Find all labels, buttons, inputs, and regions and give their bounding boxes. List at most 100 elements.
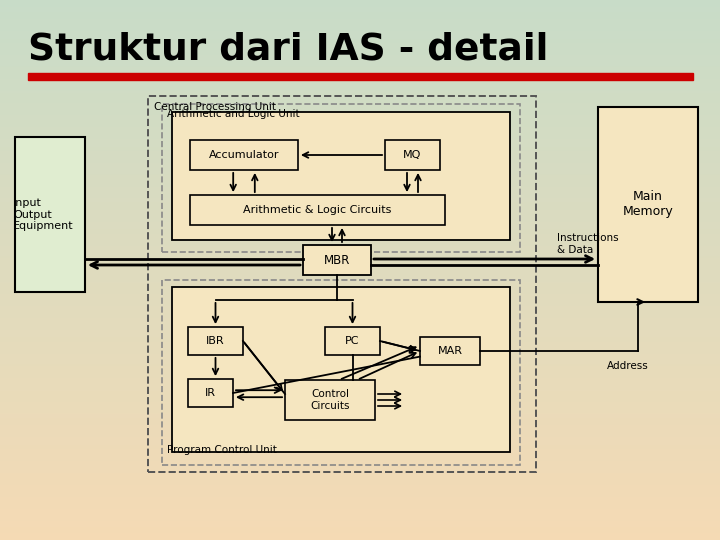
Bar bbox=[0, 179, 720, 180]
Bar bbox=[0, 188, 720, 189]
Bar bbox=[0, 263, 720, 264]
Bar bbox=[0, 537, 720, 538]
Bar bbox=[0, 250, 720, 251]
Bar bbox=[0, 224, 720, 225]
Bar bbox=[0, 135, 720, 136]
Bar bbox=[0, 285, 720, 286]
Bar bbox=[0, 244, 720, 245]
Bar bbox=[0, 343, 720, 344]
Bar bbox=[0, 292, 720, 293]
Bar bbox=[0, 363, 720, 364]
Bar bbox=[0, 37, 720, 38]
Bar bbox=[0, 357, 720, 358]
Bar bbox=[0, 457, 720, 458]
Bar bbox=[0, 84, 720, 85]
Bar bbox=[0, 10, 720, 11]
Bar bbox=[0, 469, 720, 470]
Bar bbox=[0, 87, 720, 88]
Bar bbox=[0, 466, 720, 467]
Bar bbox=[0, 196, 720, 197]
Bar bbox=[0, 94, 720, 95]
Bar bbox=[0, 5, 720, 6]
Bar bbox=[0, 103, 720, 104]
Bar bbox=[0, 485, 720, 486]
Bar bbox=[0, 14, 720, 15]
Bar bbox=[0, 539, 720, 540]
Bar bbox=[0, 442, 720, 443]
Bar bbox=[0, 51, 720, 52]
Bar bbox=[0, 338, 720, 339]
Bar bbox=[0, 486, 720, 487]
Bar bbox=[0, 191, 720, 192]
Bar bbox=[0, 207, 720, 208]
Bar bbox=[0, 476, 720, 477]
Bar bbox=[0, 495, 720, 496]
Bar bbox=[0, 271, 720, 272]
Bar bbox=[0, 240, 720, 241]
Bar bbox=[0, 365, 720, 366]
Bar bbox=[0, 199, 720, 200]
Bar bbox=[0, 481, 720, 482]
Bar bbox=[0, 215, 720, 216]
Bar bbox=[0, 92, 720, 93]
Bar bbox=[162, 280, 520, 465]
Bar bbox=[0, 120, 720, 121]
Bar bbox=[0, 439, 720, 440]
Bar bbox=[0, 81, 720, 82]
Bar bbox=[0, 312, 720, 313]
Bar bbox=[0, 247, 720, 248]
Bar bbox=[0, 189, 720, 190]
Bar bbox=[0, 313, 720, 314]
Bar bbox=[0, 340, 720, 341]
Bar bbox=[0, 465, 720, 466]
Bar bbox=[0, 349, 720, 350]
Bar bbox=[0, 171, 720, 172]
Bar bbox=[0, 420, 720, 421]
Bar bbox=[0, 324, 720, 325]
Bar bbox=[0, 453, 720, 454]
Bar bbox=[0, 228, 720, 229]
Bar bbox=[0, 50, 720, 51]
Bar bbox=[0, 116, 720, 117]
Bar bbox=[0, 470, 720, 471]
Bar bbox=[0, 52, 720, 53]
Bar bbox=[0, 337, 720, 338]
Bar bbox=[0, 516, 720, 517]
Bar bbox=[0, 354, 720, 355]
Bar bbox=[0, 204, 720, 205]
Bar bbox=[0, 301, 720, 302]
Text: MQ: MQ bbox=[403, 150, 422, 160]
Bar bbox=[0, 19, 720, 20]
Bar bbox=[0, 111, 720, 112]
Bar bbox=[385, 140, 440, 170]
Bar bbox=[0, 172, 720, 173]
Bar bbox=[0, 21, 720, 22]
Bar bbox=[0, 482, 720, 483]
Bar bbox=[0, 33, 720, 34]
Bar bbox=[0, 276, 720, 277]
Bar bbox=[0, 202, 720, 203]
Bar bbox=[0, 418, 720, 419]
Bar bbox=[0, 175, 720, 176]
Bar bbox=[0, 62, 720, 63]
Bar bbox=[0, 60, 720, 61]
Bar bbox=[0, 128, 720, 129]
Bar bbox=[0, 315, 720, 316]
Bar bbox=[0, 422, 720, 423]
Bar bbox=[0, 68, 720, 69]
Bar bbox=[0, 91, 720, 92]
Bar bbox=[0, 490, 720, 491]
Bar bbox=[0, 44, 720, 45]
Bar bbox=[0, 237, 720, 238]
Bar bbox=[0, 219, 720, 220]
Bar bbox=[0, 419, 720, 420]
Bar bbox=[0, 78, 720, 79]
Bar bbox=[0, 29, 720, 30]
Bar bbox=[0, 459, 720, 460]
Bar bbox=[0, 195, 720, 196]
Bar bbox=[0, 213, 720, 214]
Bar bbox=[0, 305, 720, 306]
Bar bbox=[0, 39, 720, 40]
Bar bbox=[0, 409, 720, 410]
Bar bbox=[188, 327, 243, 355]
